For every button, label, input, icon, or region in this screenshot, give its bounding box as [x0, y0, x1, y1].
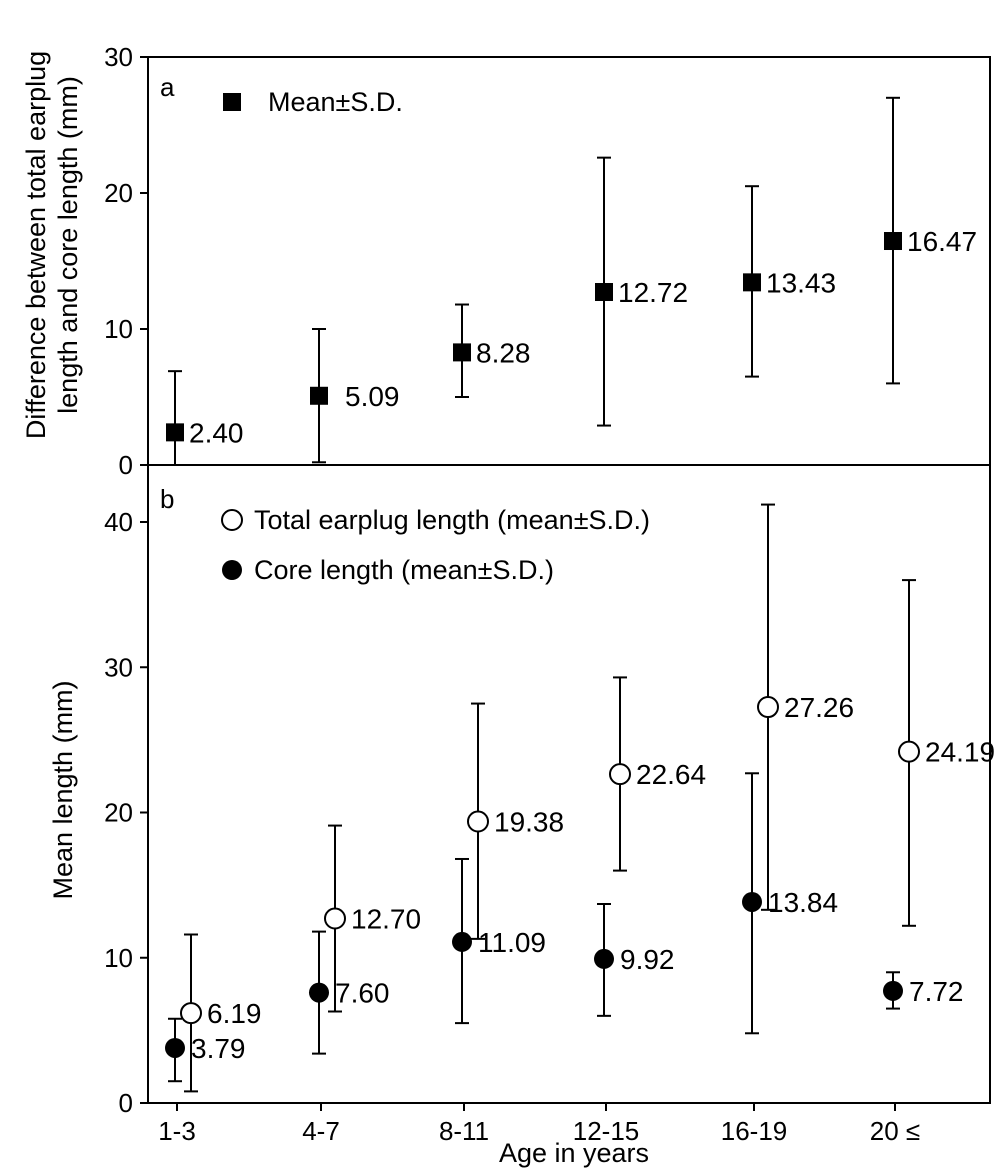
panel-a-data-label: 5.09 — [345, 381, 400, 412]
xtick-label: 8-11 — [439, 1116, 489, 1146]
panel-b-point-total — [898, 740, 920, 763]
panel-b-data-label: 12.70 — [351, 904, 421, 935]
panel-b-data-label: 6.19 — [207, 998, 262, 1029]
panel-b-data-label: 11.09 — [478, 927, 546, 958]
panel-b-ytick-label: 10 — [104, 943, 133, 973]
panel-b-point-core — [883, 980, 903, 1001]
x-axis-label: Age in years — [499, 1138, 649, 1168]
panel-a-ylabel-line1: Difference between total earplug — [21, 51, 51, 439]
panel-a-label: a — [160, 72, 175, 102]
panel-b-point-total — [609, 763, 631, 786]
panel-b-point-total — [180, 1002, 202, 1025]
panel-a-data-label: 2.40 — [189, 417, 244, 448]
panel-a-ytick-label: 0 — [119, 450, 133, 480]
panel-a-point — [595, 283, 613, 302]
panel-b-point-core — [594, 948, 614, 969]
panel-b-data-label: 7.72 — [909, 976, 964, 1007]
panel-b-point-core — [165, 1037, 185, 1058]
panel-b-point-total — [324, 907, 346, 930]
panel-b-data-label: 3.79 — [191, 1033, 246, 1064]
xtick-label: 16-19 — [721, 1116, 788, 1146]
panel-b-data-label: 27.26 — [784, 692, 854, 723]
panel-b-point-core — [742, 891, 762, 912]
legend-b-core-label: Core length (mean±S.D.) — [254, 555, 554, 585]
xtick-label: 20 ≤ — [870, 1116, 920, 1146]
panel-a-data-label: 13.43 — [766, 267, 836, 298]
panel-b-ytick-label: 40 — [104, 507, 133, 537]
panel-b-data-label: 9.92 — [620, 944, 675, 975]
panel-a-frame — [147, 56, 991, 466]
xtick-label: 1-3 — [158, 1116, 196, 1146]
panel-b-data-label: 19.38 — [494, 807, 564, 838]
xtick-label: 4-7 — [302, 1116, 340, 1146]
panel-a-point — [166, 423, 184, 442]
legend-b-filled-marker — [222, 560, 242, 580]
panel-b-ytick-label: 0 — [119, 1088, 133, 1118]
legend-a-marker — [223, 93, 241, 111]
panel-a-data-label: 16.47 — [907, 226, 977, 257]
panel-b-point-total — [467, 810, 489, 833]
legend-b-total-label: Total earplug length (mean±S.D.) — [254, 505, 650, 535]
panel-b-data-label: 13.84 — [768, 887, 838, 918]
xtick-label: 12-15 — [573, 1116, 640, 1146]
panel-a-point — [453, 343, 471, 362]
panel-b-data-label: 24.19 — [925, 737, 995, 768]
panel-b-label: b — [160, 484, 174, 514]
legend-b-open-marker — [221, 509, 243, 531]
legend-a-label: Mean±S.D. — [268, 87, 403, 117]
panel-a-data-label: 12.72 — [618, 277, 688, 308]
panel-a-ytick-label: 20 — [104, 178, 133, 208]
panel-a-ytick-label: 10 — [104, 314, 133, 344]
panel-b-point-core — [309, 982, 329, 1003]
panel-a-point — [310, 386, 328, 405]
panel-a-ylabel-line2: length and core length (mm) — [53, 76, 83, 414]
panel-a-point — [884, 232, 902, 251]
panel-b-ytick-label: 20 — [104, 798, 133, 828]
panel-b-point-core — [452, 931, 472, 952]
panel-a-point — [743, 273, 761, 292]
panel-a-ytick-label: 30 — [104, 42, 133, 72]
panel-b-ylabel: Mean length (mm) — [48, 680, 78, 899]
panel-b-frame — [147, 464, 991, 1104]
panel-b-data-label: 22.64 — [636, 759, 706, 790]
panel-b-data-label: 7.60 — [335, 978, 390, 1009]
panel-b-point-total — [757, 696, 779, 719]
panel-a-data-label: 8.28 — [476, 337, 531, 368]
panel-b-ytick-label: 30 — [104, 652, 133, 682]
